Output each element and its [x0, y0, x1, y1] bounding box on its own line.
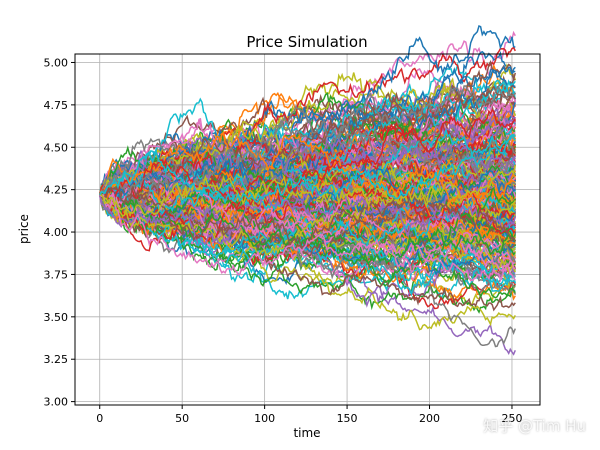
x-tick-label: 250 [501, 412, 522, 425]
y-axis-label: price [17, 214, 31, 244]
series-line [99, 85, 516, 205]
series-line [99, 164, 517, 216]
series-line [99, 129, 516, 215]
y-tick-label: 3.50 [44, 311, 69, 324]
x-axis-label: time [293, 426, 320, 440]
y-tick-label: 4.25 [44, 184, 69, 197]
y-tick-label: 5.00 [44, 56, 69, 69]
y-tick-label: 3.75 [44, 268, 69, 281]
y-tick-label: 3.00 [44, 396, 69, 409]
x-tick-label: 100 [254, 412, 275, 425]
y-axis-ticks: 3.00 3.25 3.50 3.75 4.00 4.25 4.50 4.75 5.00 [44, 56, 75, 409]
x-axis-ticks: 0 50 100 150 200 250 [96, 405, 522, 425]
x-tick-label: 50 [175, 412, 189, 425]
x-tick-label: 200 [419, 412, 440, 425]
series-line [99, 192, 516, 283]
chart-title: Price Simulation [246, 33, 367, 51]
series-line [99, 133, 516, 205]
y-tick-label: 4.50 [44, 141, 69, 154]
y-tick-label: 4.00 [44, 226, 69, 239]
watermark: 知乎 @Tim Hu [483, 417, 586, 435]
plot-frame [74, 53, 541, 406]
x-tick-label: 0 [96, 412, 103, 425]
series-line [99, 108, 516, 201]
series-line [99, 169, 516, 232]
x-tick-label: 150 [337, 412, 358, 425]
y-tick-label: 4.75 [44, 99, 69, 112]
simulation-paths [98, 24, 517, 356]
series-line [99, 130, 516, 203]
series-line [99, 192, 516, 300]
series-line [99, 129, 516, 197]
series-line [99, 124, 516, 206]
series-line [99, 85, 516, 200]
series-line [99, 109, 516, 198]
y-tick-label: 3.25 [44, 353, 69, 366]
series-line [99, 140, 516, 258]
